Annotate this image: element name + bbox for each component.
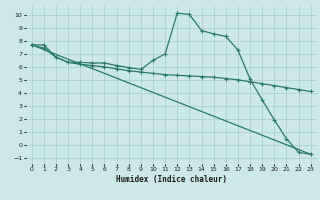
X-axis label: Humidex (Indice chaleur): Humidex (Indice chaleur): [116, 175, 227, 184]
